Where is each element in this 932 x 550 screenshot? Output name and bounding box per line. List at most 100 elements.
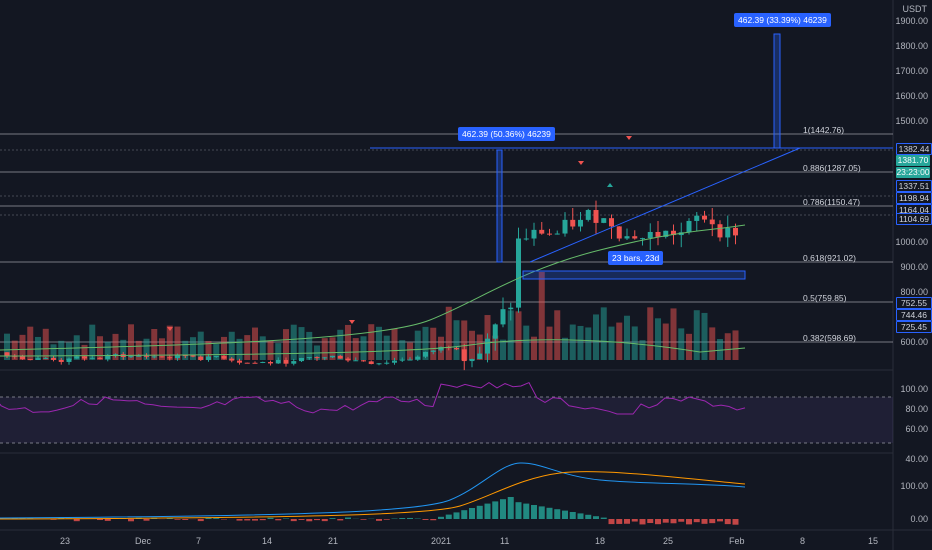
volume-bar bbox=[182, 340, 189, 360]
candle-body bbox=[43, 357, 49, 359]
volume-bar bbox=[267, 340, 274, 360]
macd-histogram-bar bbox=[693, 519, 700, 523]
candle-body bbox=[237, 360, 242, 363]
price-tag: 725.45 bbox=[896, 321, 932, 333]
macd-histogram-bar bbox=[531, 505, 537, 519]
volume-bar bbox=[422, 326, 429, 360]
candle-body bbox=[4, 352, 10, 356]
macd-histogram-bar bbox=[306, 519, 313, 522]
date-axis-label: Dec bbox=[135, 536, 152, 546]
volume-bar bbox=[236, 338, 243, 360]
macd-histogram-bar bbox=[608, 519, 615, 525]
macd-line bbox=[0, 462, 746, 519]
volume-bar bbox=[337, 329, 344, 360]
candle-body bbox=[82, 356, 87, 359]
macd-histogram-bar bbox=[686, 519, 692, 525]
macd-histogram-bar bbox=[469, 508, 475, 519]
volume-bar bbox=[569, 324, 576, 360]
sell-marker bbox=[349, 320, 355, 324]
candle-body bbox=[430, 350, 436, 352]
price-tag: 1381.70 bbox=[896, 155, 930, 166]
candle-body bbox=[438, 347, 444, 351]
volume-bar bbox=[143, 338, 150, 360]
price-axis-label: 1000.00 bbox=[895, 237, 928, 247]
candle-body bbox=[601, 218, 607, 223]
measure-bar bbox=[773, 33, 781, 149]
candle-body bbox=[136, 355, 142, 357]
volume-bar bbox=[538, 272, 545, 360]
candle-body bbox=[182, 354, 188, 356]
candle-body bbox=[570, 219, 576, 227]
fib-level-label: 0.382(598.69) bbox=[803, 333, 856, 343]
macd-histogram-bar bbox=[376, 519, 382, 521]
price-axis-label: 1700.00 bbox=[895, 66, 928, 76]
rsi-axis-label: 40.00 bbox=[905, 454, 928, 464]
candle-body bbox=[709, 219, 715, 225]
macd-histogram-bar bbox=[717, 519, 723, 522]
macd-histogram-bar bbox=[73, 519, 80, 522]
candle-body bbox=[221, 356, 227, 359]
candle-body bbox=[97, 357, 103, 359]
ma-line bbox=[0, 339, 746, 357]
volume-bar bbox=[546, 326, 553, 360]
fib-level-label: 0.886(1287.05) bbox=[803, 163, 861, 173]
candle-body bbox=[477, 353, 483, 359]
candle-body bbox=[190, 355, 196, 357]
macd-histogram-bar bbox=[11, 517, 18, 519]
macd-histogram-bar bbox=[143, 519, 150, 521]
volume-bar bbox=[174, 326, 181, 360]
candle-body bbox=[299, 357, 304, 362]
macd-histogram-bar bbox=[624, 519, 630, 524]
date-axis-label: 8 bbox=[800, 536, 806, 546]
volume-bar bbox=[11, 340, 18, 360]
candle-body bbox=[89, 357, 95, 359]
date-axis-label: 23 bbox=[60, 536, 71, 546]
volume-bar bbox=[430, 327, 437, 360]
range-callout: 23 bars, 23d bbox=[608, 251, 664, 265]
date-axis-label: 11 bbox=[500, 536, 510, 546]
candle-body bbox=[663, 230, 669, 237]
macd-axis-label: 0.00 bbox=[910, 514, 928, 524]
price-tag: 23:23:00 bbox=[896, 167, 930, 178]
macd-histogram-bar bbox=[554, 509, 561, 519]
price-tag: 744.46 bbox=[896, 309, 932, 321]
volume-bar bbox=[724, 333, 731, 360]
macd-histogram-bar bbox=[205, 518, 212, 519]
macd-histogram-bar bbox=[337, 519, 344, 521]
volume-bar bbox=[151, 328, 158, 360]
macd-histogram-bar bbox=[616, 519, 623, 524]
volume-bar bbox=[624, 315, 630, 360]
volume-bar bbox=[290, 324, 297, 360]
date-axis-label: 14 bbox=[262, 536, 273, 546]
volume-bar bbox=[562, 337, 568, 360]
price-tag: 1104.69 bbox=[896, 213, 932, 225]
candle-body bbox=[322, 357, 328, 359]
macd-histogram-bar bbox=[329, 518, 336, 519]
macd-histogram-bar bbox=[445, 514, 452, 519]
volume-bar bbox=[391, 328, 398, 360]
fib-level-label: 0.618(921.02) bbox=[803, 253, 856, 263]
volume-bar bbox=[104, 341, 111, 360]
macd-histogram-bar bbox=[678, 519, 685, 522]
candle-body bbox=[671, 230, 676, 236]
candle-body bbox=[291, 361, 297, 364]
ma-line bbox=[0, 224, 746, 351]
candle-body bbox=[345, 358, 351, 361]
volume-bar bbox=[453, 320, 460, 360]
candle-body bbox=[144, 355, 149, 357]
macd-histogram-bar bbox=[461, 510, 468, 519]
volume-bar bbox=[461, 320, 468, 360]
volume-bar bbox=[717, 339, 723, 360]
volume-bar bbox=[531, 336, 537, 360]
volume-bar bbox=[507, 310, 514, 360]
date-axis-label: 7 bbox=[196, 536, 202, 546]
signal-line bbox=[0, 471, 746, 520]
measure-bar bbox=[496, 149, 503, 263]
macd-histogram-bar bbox=[182, 519, 189, 520]
macd-histogram-bar bbox=[259, 519, 266, 521]
candle-body bbox=[51, 357, 56, 360]
candle-body bbox=[523, 238, 529, 240]
volume-bar bbox=[383, 335, 390, 360]
